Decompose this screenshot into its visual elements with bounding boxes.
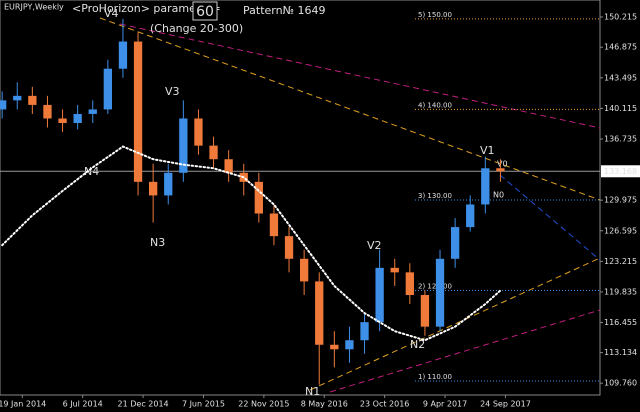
trend-line <box>99 17 601 201</box>
candle-body <box>133 41 143 182</box>
candle-body <box>13 95 22 101</box>
candle-body <box>299 258 309 282</box>
wave-label: N0 <box>493 191 504 200</box>
candle-body <box>224 159 233 173</box>
parameter-box <box>192 1 218 21</box>
candle-body <box>103 68 113 110</box>
candle-body <box>390 267 399 273</box>
level-label: 4) 140.00 <box>418 101 452 109</box>
y-tick-label: 136.735 <box>604 134 637 143</box>
candle-body <box>450 227 460 259</box>
y-tick-label: 150.215 <box>604 12 637 21</box>
candle-body <box>315 281 324 345</box>
candle-body <box>435 258 445 327</box>
y-tick-label: 126.595 <box>604 226 637 235</box>
candle-body <box>405 272 414 295</box>
y-tick-label: 143.495 <box>604 73 637 82</box>
x-tick-label: 23 Oct 2016 <box>360 400 409 409</box>
candle-body <box>466 204 475 228</box>
x-tick-label: 19 Jan 2014 <box>0 400 46 409</box>
wave-label: V3 <box>165 85 180 98</box>
candle-body <box>496 168 505 172</box>
y-tick-label: 146.875 <box>604 43 637 52</box>
x-tick-label: 7 Jun 2015 <box>182 400 225 409</box>
candle-body <box>254 181 263 214</box>
level-label: 2) 120.00 <box>418 282 452 290</box>
trend-line <box>329 309 601 393</box>
y-tick-label: 119.835 <box>604 287 637 296</box>
candle-body <box>179 118 188 173</box>
wave-label: V1 <box>480 144 495 157</box>
candle-body <box>118 41 128 69</box>
candle-body <box>360 322 369 341</box>
current-price-label: 133.168 <box>604 167 637 176</box>
level-label: 3) 130.00 <box>418 192 452 200</box>
x-tick-label: 24 Sep 2017 <box>480 400 531 409</box>
candle-body <box>0 100 7 110</box>
candle-body <box>194 118 203 146</box>
candle-body <box>88 109 97 114</box>
y-tick-label: 113.134 <box>604 348 637 357</box>
y-tick-label: 116.455 <box>604 318 637 327</box>
level-label: 1) 110.00 <box>418 373 452 381</box>
x-tick-label: 9 Apr 2017 <box>423 400 467 409</box>
pattern: Pattern№ 1649 <box>243 4 326 17</box>
parameter: 60 <box>196 4 214 20</box>
moving-average <box>1 145 502 342</box>
plot-frame <box>0 0 601 396</box>
trend-line <box>119 23 601 129</box>
x-tick-label: 22 Nov 2015 <box>238 400 289 409</box>
indicator-name: <ProHorizon> parameter= <box>72 2 221 15</box>
wave-label: N3 <box>150 236 165 249</box>
candle-body <box>330 344 339 350</box>
candle-body <box>164 172 173 196</box>
candle-body <box>28 95 37 105</box>
symbol: EURJPY,Weekly <box>4 3 64 12</box>
change-range: (Change 20-300) <box>150 22 243 35</box>
candle-body <box>420 294 430 327</box>
candle-body <box>269 213 279 237</box>
current-price-box <box>601 165 640 178</box>
candle-body <box>345 340 354 350</box>
wave-label: V4 <box>104 7 119 20</box>
wave-label: V0 <box>497 160 508 169</box>
y-tick-label: 109.760 <box>604 379 637 388</box>
x-tick-label: 6 Jul 2014 <box>63 400 103 409</box>
candle-body <box>481 168 490 205</box>
y-tick-label: 123.215 <box>604 257 637 266</box>
candle-body <box>73 113 82 124</box>
candle-body <box>58 118 67 124</box>
wave-label: V2 <box>367 239 382 252</box>
y-tick-label: 129.975 <box>604 196 637 205</box>
wave-label: N1 <box>305 385 320 398</box>
candle-body <box>284 236 294 259</box>
candle-body <box>209 145 218 160</box>
candle-body <box>43 104 52 119</box>
candle-body <box>148 181 158 196</box>
candle-body <box>375 267 384 323</box>
x-tick-label: 21 Dec 2014 <box>118 400 169 409</box>
level-label: 5) 150.00 <box>418 11 452 19</box>
trend-line <box>309 257 601 391</box>
y-tick-label: 140.115 <box>604 104 637 113</box>
x-tick-label: 8 May 2016 <box>301 400 348 409</box>
wave-label: N2 <box>410 338 425 351</box>
trend-line <box>499 174 601 261</box>
